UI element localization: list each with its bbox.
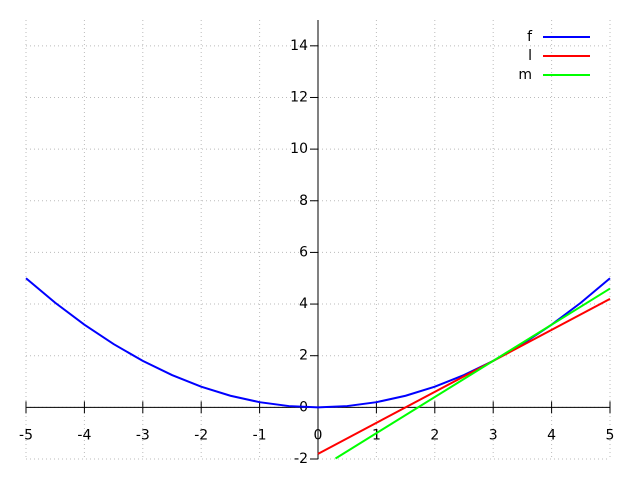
x-tick-label: -4 bbox=[77, 427, 91, 443]
x-tick-label: -1 bbox=[253, 427, 267, 443]
y-tick-label: 2 bbox=[299, 348, 308, 364]
y-tick-label: 14 bbox=[290, 38, 308, 54]
y-tick-label: 6 bbox=[299, 244, 308, 260]
y-tick-label: -2 bbox=[294, 451, 308, 467]
legend-label: l bbox=[528, 48, 532, 64]
x-tick-label: 2 bbox=[430, 427, 439, 443]
legend-label: m bbox=[518, 67, 532, 83]
series-line bbox=[334, 287, 611, 460]
y-tick-label: 4 bbox=[299, 296, 308, 312]
y-tick-label: 12 bbox=[290, 89, 308, 105]
series-line bbox=[317, 298, 611, 455]
y-tick-label: 10 bbox=[290, 141, 308, 157]
x-tick-label: -2 bbox=[194, 427, 208, 443]
y-tick-label: 8 bbox=[299, 193, 308, 209]
x-tick-label: 4 bbox=[547, 427, 556, 443]
legend-label: f bbox=[527, 29, 533, 45]
x-tick-label: -3 bbox=[136, 427, 150, 443]
x-tick-label: 3 bbox=[489, 427, 498, 443]
x-tick-label: -5 bbox=[19, 427, 33, 443]
x-tick-label: 1 bbox=[372, 427, 381, 443]
x-tick-label: 5 bbox=[606, 427, 615, 443]
